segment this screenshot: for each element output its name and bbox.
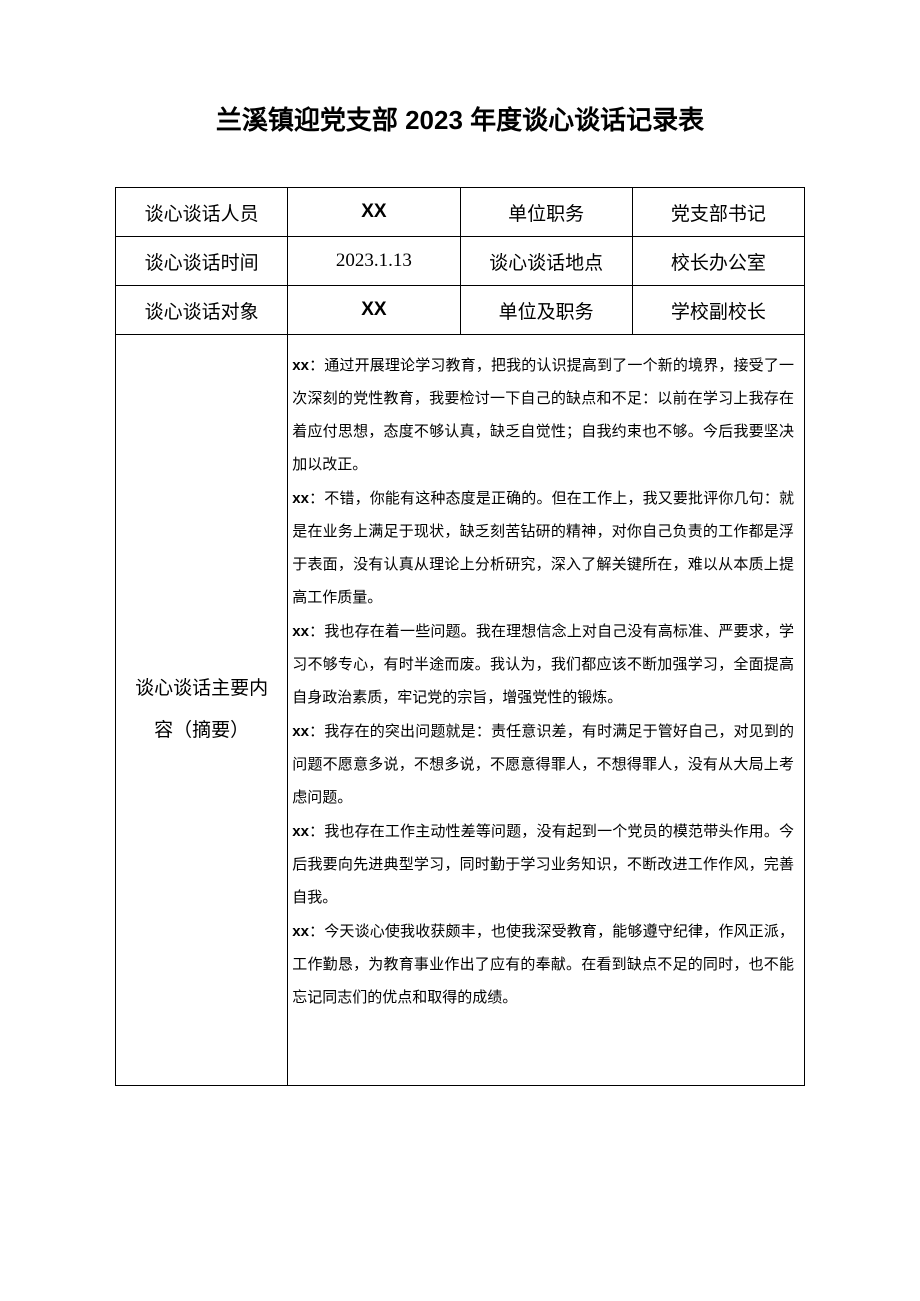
dialog-text: ：不错，你能有这种态度是正确的。但在工作上，我又要批评你几句：就是在业务上满足于… bbox=[292, 491, 794, 606]
value-person: XX bbox=[288, 188, 460, 237]
dialog-text: ：我也存在着一些问题。我在理想信念上对自己没有高标准、严要求，学习不够专心，有时… bbox=[292, 624, 794, 706]
dialog-line: xx：我存在的突出问题就是：责任意识差，有时满足于管好自己，对见到的问题不愿意多… bbox=[292, 715, 794, 815]
row-person: 谈心谈话人员 XX 单位职务 党支部书记 bbox=[116, 188, 805, 237]
value-target: XX bbox=[288, 286, 460, 335]
label-content-line1: 谈心谈话主要内 bbox=[126, 668, 277, 710]
dialog-text: ：我也存在工作主动性差等问题，没有起到一个党员的模范带头作用。今后我要向先进典型… bbox=[292, 824, 794, 906]
dialog-text: ：我存在的突出问题就是：责任意识差，有时满足于管好自己，对见到的问题不愿意多说，… bbox=[292, 724, 794, 806]
dialog-line: xx：通过开展理论学习教育，把我的认识提高到了一个新的境界，接受了一次深刻的党性… bbox=[292, 349, 794, 482]
value-position: 党支部书记 bbox=[632, 188, 804, 237]
dialog-text: ：通过开展理论学习教育，把我的认识提高到了一个新的境界，接受了一次深刻的党性教育… bbox=[292, 358, 794, 473]
dialog-line: xx：我也存在着一些问题。我在理想信念上对自己没有高标准、严要求，学习不够专心，… bbox=[292, 615, 794, 715]
speaker: xx bbox=[292, 823, 309, 840]
label-time: 谈心谈话时间 bbox=[116, 237, 288, 286]
speaker: xx bbox=[292, 723, 309, 740]
content-body: xx：通过开展理论学习教育，把我的认识提高到了一个新的境界，接受了一次深刻的党性… bbox=[288, 335, 805, 1086]
dialog-line: xx：我也存在工作主动性差等问题，没有起到一个党员的模范带头作用。今后我要向先进… bbox=[292, 815, 794, 915]
label-person: 谈心谈话人员 bbox=[116, 188, 288, 237]
speaker: xx bbox=[292, 357, 309, 374]
speaker: xx bbox=[292, 923, 309, 940]
record-table: 谈心谈话人员 XX 单位职务 党支部书记 谈心谈话时间 2023.1.13 谈心… bbox=[115, 187, 805, 1086]
document-title: 兰溪镇迎党支部 2023 年度谈心谈话记录表 bbox=[115, 100, 805, 137]
value-place: 校长办公室 bbox=[632, 237, 804, 286]
label-target-position: 单位及职务 bbox=[460, 286, 632, 335]
value-time: 2023.1.13 bbox=[288, 237, 460, 286]
row-content: 谈心谈话主要内 容（摘要） xx：通过开展理论学习教育，把我的认识提高到了一个新… bbox=[116, 335, 805, 1086]
row-time: 谈心谈话时间 2023.1.13 谈心谈话地点 校长办公室 bbox=[116, 237, 805, 286]
speaker: xx bbox=[292, 623, 309, 640]
row-target: 谈心谈话对象 XX 单位及职务 学校副校长 bbox=[116, 286, 805, 335]
label-position: 单位职务 bbox=[460, 188, 632, 237]
label-content-line2: 容（摘要） bbox=[126, 710, 277, 752]
value-target-position: 学校副校长 bbox=[632, 286, 804, 335]
dialog-line: xx：不错，你能有这种态度是正确的。但在工作上，我又要批评你几句：就是在业务上满… bbox=[292, 482, 794, 615]
label-place: 谈心谈话地点 bbox=[460, 237, 632, 286]
label-target: 谈心谈话对象 bbox=[116, 286, 288, 335]
page: 兰溪镇迎党支部 2023 年度谈心谈话记录表 谈心谈话人员 XX 单位职务 党支… bbox=[0, 0, 920, 1186]
label-content: 谈心谈话主要内 容（摘要） bbox=[116, 335, 288, 1086]
dialog-text: ：今天谈心使我收获颇丰，也使我深受教育，能够遵守纪律，作风正派，工作勤恳，为教育… bbox=[292, 924, 794, 1006]
dialog-line: xx：今天谈心使我收获颇丰，也使我深受教育，能够遵守纪律，作风正派，工作勤恳，为… bbox=[292, 915, 794, 1015]
speaker: xx bbox=[292, 490, 309, 507]
